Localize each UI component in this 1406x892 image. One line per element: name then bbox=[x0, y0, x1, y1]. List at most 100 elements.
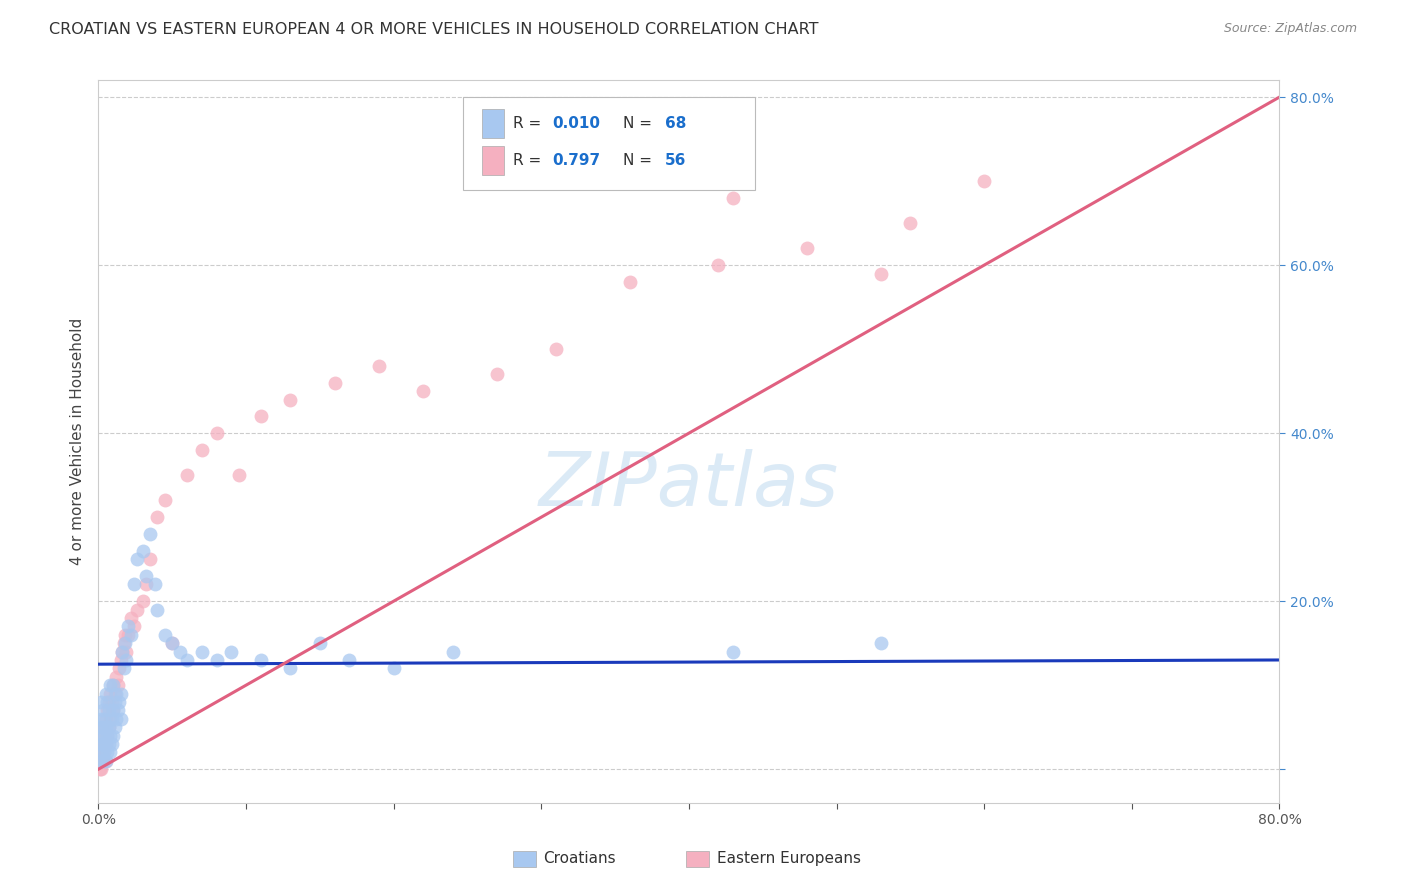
Y-axis label: 4 or more Vehicles in Household: 4 or more Vehicles in Household bbox=[69, 318, 84, 566]
Point bbox=[100, 712, 122, 726]
Point bbox=[104, 687, 127, 701]
Point bbox=[107, 678, 129, 692]
Point bbox=[103, 703, 125, 717]
Point bbox=[114, 628, 136, 642]
Point bbox=[132, 594, 155, 608]
Point bbox=[280, 661, 302, 675]
Text: Croatians: Croatians bbox=[543, 852, 616, 866]
Text: R =: R = bbox=[513, 116, 546, 131]
Point bbox=[870, 267, 893, 281]
Point bbox=[382, 661, 405, 675]
Point bbox=[153, 628, 176, 642]
Point bbox=[93, 729, 115, 743]
Point bbox=[339, 653, 361, 667]
Text: 0.010: 0.010 bbox=[553, 116, 600, 131]
Point bbox=[412, 384, 434, 398]
Point bbox=[707, 258, 730, 272]
Point bbox=[139, 552, 162, 566]
Point bbox=[91, 754, 114, 768]
Point bbox=[108, 695, 131, 709]
Point bbox=[103, 729, 125, 743]
Point bbox=[97, 703, 120, 717]
Point bbox=[870, 636, 893, 650]
Text: N =: N = bbox=[623, 116, 657, 131]
Text: R =: R = bbox=[513, 153, 546, 168]
Point bbox=[153, 493, 176, 508]
Point bbox=[91, 720, 114, 734]
Text: ZIPatlas: ZIPatlas bbox=[538, 449, 839, 521]
Point bbox=[146, 602, 169, 616]
Point bbox=[103, 678, 125, 692]
Point bbox=[205, 653, 228, 667]
Point bbox=[89, 754, 111, 768]
Point bbox=[91, 737, 114, 751]
Point bbox=[105, 670, 128, 684]
Point bbox=[191, 644, 214, 658]
Point bbox=[96, 745, 118, 759]
Point bbox=[90, 712, 112, 726]
Point bbox=[115, 644, 138, 658]
Point bbox=[107, 703, 129, 717]
Point bbox=[122, 577, 145, 591]
Point bbox=[114, 636, 136, 650]
Point bbox=[105, 712, 128, 726]
Point bbox=[94, 720, 117, 734]
Point bbox=[93, 745, 115, 759]
Point bbox=[104, 695, 127, 709]
Point bbox=[90, 695, 112, 709]
Point bbox=[280, 392, 302, 407]
Point bbox=[796, 241, 818, 255]
Point bbox=[176, 468, 198, 483]
Point bbox=[93, 712, 115, 726]
Point bbox=[112, 636, 135, 650]
Point bbox=[162, 636, 183, 650]
Text: 56: 56 bbox=[665, 153, 686, 168]
Point bbox=[110, 653, 132, 667]
Point bbox=[122, 619, 145, 633]
Text: Source: ZipAtlas.com: Source: ZipAtlas.com bbox=[1223, 22, 1357, 36]
Point bbox=[723, 644, 745, 658]
Point bbox=[90, 745, 112, 759]
Point bbox=[98, 745, 121, 759]
Point bbox=[250, 409, 273, 424]
Text: Eastern Europeans: Eastern Europeans bbox=[717, 852, 860, 866]
Point bbox=[973, 174, 995, 188]
Point bbox=[89, 762, 111, 776]
Point bbox=[96, 703, 118, 717]
Point bbox=[120, 611, 142, 625]
Point bbox=[93, 729, 115, 743]
Text: CROATIAN VS EASTERN EUROPEAN 4 OR MORE VEHICLES IN HOUSEHOLD CORRELATION CHART: CROATIAN VS EASTERN EUROPEAN 4 OR MORE V… bbox=[49, 22, 818, 37]
Point bbox=[117, 619, 139, 633]
Point bbox=[104, 720, 127, 734]
Point bbox=[97, 720, 120, 734]
Point bbox=[169, 644, 191, 658]
Point bbox=[900, 216, 922, 230]
Point bbox=[139, 527, 162, 541]
Point bbox=[90, 745, 112, 759]
Point bbox=[111, 644, 134, 658]
Point bbox=[441, 644, 464, 658]
Point bbox=[108, 661, 131, 675]
Text: 68: 68 bbox=[665, 116, 686, 131]
Point bbox=[96, 729, 118, 743]
Point bbox=[94, 737, 117, 751]
Point bbox=[110, 687, 132, 701]
Point bbox=[90, 762, 112, 776]
Point bbox=[98, 729, 121, 743]
Point bbox=[132, 543, 155, 558]
Point bbox=[103, 703, 125, 717]
Point bbox=[94, 687, 117, 701]
Point bbox=[125, 602, 148, 616]
Point bbox=[90, 729, 112, 743]
Point bbox=[110, 712, 132, 726]
Point bbox=[94, 737, 117, 751]
Point bbox=[103, 678, 125, 692]
Point bbox=[94, 754, 117, 768]
Point bbox=[143, 577, 166, 591]
Point bbox=[368, 359, 391, 373]
Point bbox=[94, 754, 117, 768]
Point bbox=[205, 426, 228, 441]
Point bbox=[221, 644, 243, 658]
Point bbox=[91, 754, 114, 768]
Point bbox=[100, 695, 122, 709]
